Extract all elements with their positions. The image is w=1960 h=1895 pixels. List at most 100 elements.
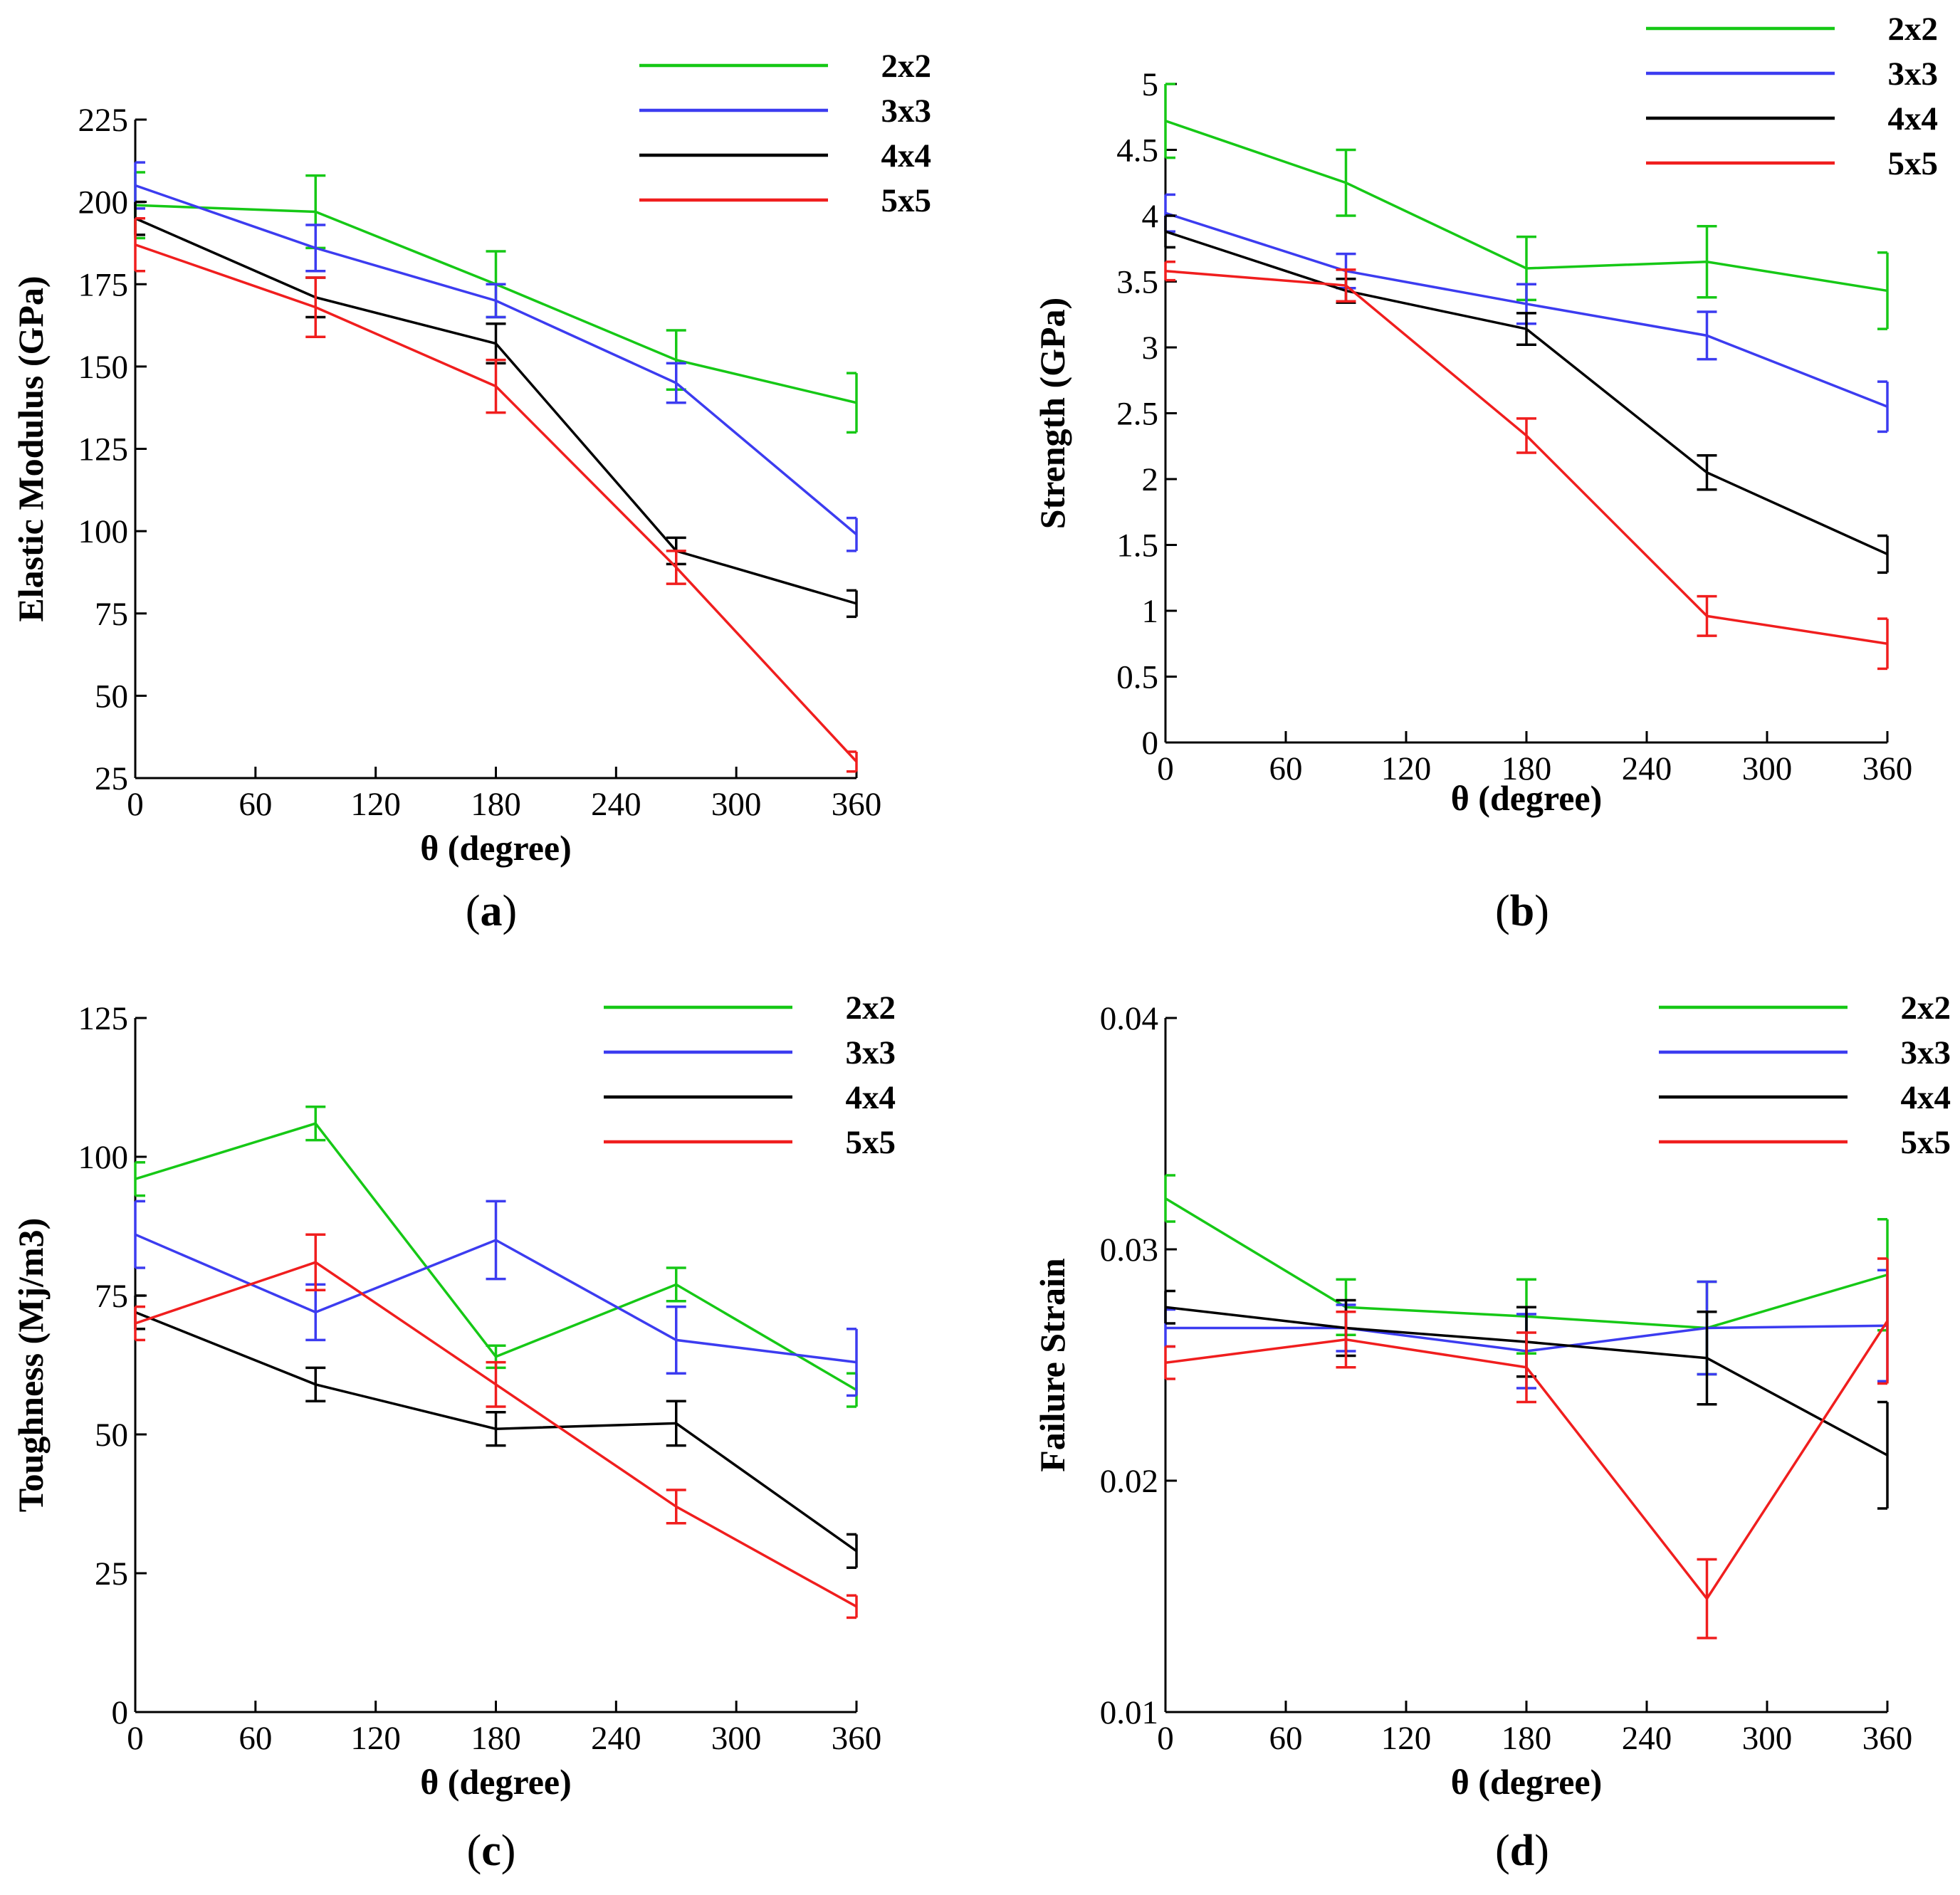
error-bar-5x5 — [305, 276, 326, 338]
y-tick-label: 0 — [112, 1694, 129, 1731]
error-bar-4x4 — [486, 1411, 506, 1447]
x-tick-label: 120 — [1381, 750, 1432, 787]
error-bar-4x4 — [486, 322, 506, 364]
x-tick-label: 120 — [1381, 1720, 1432, 1757]
legend-label-2x2: 2x2 — [1888, 11, 1939, 48]
legend-label-4x4: 4x4 — [881, 137, 932, 174]
error-bar-3x3 — [847, 516, 858, 552]
y-tick-label: 0 — [1142, 725, 1159, 762]
y-tick-label: 75 — [95, 1278, 128, 1315]
x-axis-title: θ (degree) — [1451, 778, 1603, 818]
x-tick-label: 0 — [1157, 1720, 1174, 1757]
error-bar-3x3 — [666, 362, 686, 404]
legend-label-5x5: 5x5 — [1888, 145, 1939, 182]
y-tick-label: 3.5 — [1116, 264, 1158, 301]
error-bar-4x4 — [666, 1400, 686, 1447]
legend-label-4x4: 4x4 — [846, 1079, 896, 1116]
y-axis-title: Failure Strain — [1032, 1258, 1072, 1472]
error-bar-5x5 — [1516, 1331, 1536, 1404]
y-tick-label: 2.5 — [1116, 396, 1158, 433]
y-tick-label: 125 — [78, 1000, 129, 1037]
x-tick-label: 300 — [1742, 1720, 1793, 1757]
error-bar-2x2 — [1336, 148, 1356, 217]
panel-label-letter: a — [481, 887, 503, 935]
legend-label-5x5: 5x5 — [1901, 1124, 1951, 1161]
error-bar-2x2 — [1877, 251, 1889, 330]
error-bar-4x4 — [847, 1533, 858, 1569]
chart-panel-b: 0 60 120 180 240 300 360 0 0.5 1 1.5 2 2.5 3 3.5 4 4.5 5 θ… — [1032, 11, 1938, 935]
error-bar-4x4 — [1877, 534, 1889, 574]
error-bar-5x5 — [1877, 1257, 1889, 1385]
x-tick-label: 300 — [711, 1720, 762, 1757]
y-tick-label: 125 — [78, 431, 129, 468]
panel-label-letter: c — [481, 1827, 501, 1875]
x-tick-label: 0 — [127, 1720, 144, 1757]
chart-panel-c: 0 60 120 180 240 300 360 0 25 50 75 100 125 θ (degree… — [11, 990, 896, 1875]
x-tick-label: 360 — [1862, 750, 1913, 787]
error-bar-5x5 — [847, 750, 858, 773]
y-tick-label: 150 — [78, 349, 129, 386]
panel-label-close: ) — [501, 1827, 516, 1875]
y-tick-label: 100 — [78, 513, 129, 550]
error-bar-2x2 — [1164, 83, 1175, 159]
legend-label-4x4: 4x4 — [1901, 1079, 1951, 1116]
error-bar-4x4 — [1697, 1311, 1717, 1406]
x-tick-label: 120 — [350, 786, 401, 823]
x-tick-label: 240 — [591, 1720, 641, 1757]
error-bar-5x5 — [847, 1594, 858, 1620]
legend-label-3x3: 3x3 — [1888, 56, 1939, 93]
panel-label: (b) — [1495, 887, 1549, 935]
y-tick-label: 100 — [78, 1139, 129, 1176]
y-tick-label: 3 — [1142, 330, 1159, 367]
x-tick-label: 120 — [350, 1720, 401, 1757]
error-bar-3x3 — [305, 224, 326, 273]
x-tick-label: 180 — [471, 786, 521, 823]
error-bar-5x5 — [1697, 594, 1717, 637]
panel-label-close: ) — [1534, 1827, 1549, 1875]
y-axis-title: Strength (GPa) — [1032, 298, 1072, 529]
y-tick-label: 5 — [1142, 66, 1159, 103]
panel-label-letter: b — [1510, 887, 1534, 935]
error-bar-3x3 — [134, 1200, 145, 1269]
panel-label-open: ( — [1495, 887, 1510, 935]
y-tick-label: 4.5 — [1116, 132, 1158, 169]
error-bar-5x5 — [134, 1305, 145, 1342]
x-tick-label: 240 — [591, 786, 641, 823]
y-tick-label: 50 — [95, 1417, 128, 1454]
legend-label-5x5: 5x5 — [846, 1124, 896, 1161]
legend-label-3x3: 3x3 — [846, 1034, 896, 1071]
x-tick-label: 60 — [1269, 750, 1303, 787]
x-tick-label: 300 — [1742, 750, 1793, 787]
error-bar-2x2 — [1697, 225, 1717, 299]
series-line-5x5 — [135, 243, 858, 763]
chart-panel-d: 0 60 120 180 240 300 360 0.01 0.02 0.03 0.04 θ (deg… — [1032, 990, 1951, 1875]
y-tick-label: 75 — [95, 596, 128, 633]
panel-label-open: ( — [467, 1827, 482, 1875]
error-bar-3x3 — [486, 283, 506, 319]
legend-label-3x3: 3x3 — [881, 93, 932, 130]
x-tick-label: 0 — [127, 786, 144, 823]
error-bar-5x5 — [1877, 617, 1889, 671]
y-tick-label: 0.03 — [1100, 1232, 1158, 1269]
x-axis-title: θ (degree) — [420, 1762, 572, 1802]
y-tick-label: 1.5 — [1116, 527, 1158, 565]
panel-label-open: ( — [1495, 1827, 1510, 1875]
legend: 2x2 3x3 4x4 5x5 — [639, 48, 931, 219]
legend-label-2x2: 2x2 — [1901, 990, 1951, 1027]
x-tick-label: 60 — [1269, 1720, 1303, 1757]
x-tick-label: 60 — [239, 786, 272, 823]
y-tick-label: 0.04 — [1100, 1000, 1158, 1037]
error-bar-3x3 — [666, 1305, 686, 1375]
error-bar-5x5 — [1164, 261, 1175, 282]
error-bar-5x5 — [666, 1489, 686, 1525]
panel-label: (c) — [467, 1827, 516, 1875]
x-axis-title: θ (degree) — [420, 828, 572, 868]
panel-label: (a) — [466, 887, 517, 935]
y-tick-label: 0.5 — [1116, 659, 1158, 696]
y-tick-label: 175 — [78, 266, 129, 303]
error-bar-2x2 — [134, 1161, 145, 1197]
chart-panel-a: 0 60 120 180 240 300 360 25 50 75 100 125 150 175 200 2… — [11, 48, 931, 935]
legend-label-2x2: 2x2 — [846, 990, 896, 1027]
x-tick-label: 180 — [1502, 750, 1552, 787]
error-bar-2x2 — [305, 1106, 326, 1142]
